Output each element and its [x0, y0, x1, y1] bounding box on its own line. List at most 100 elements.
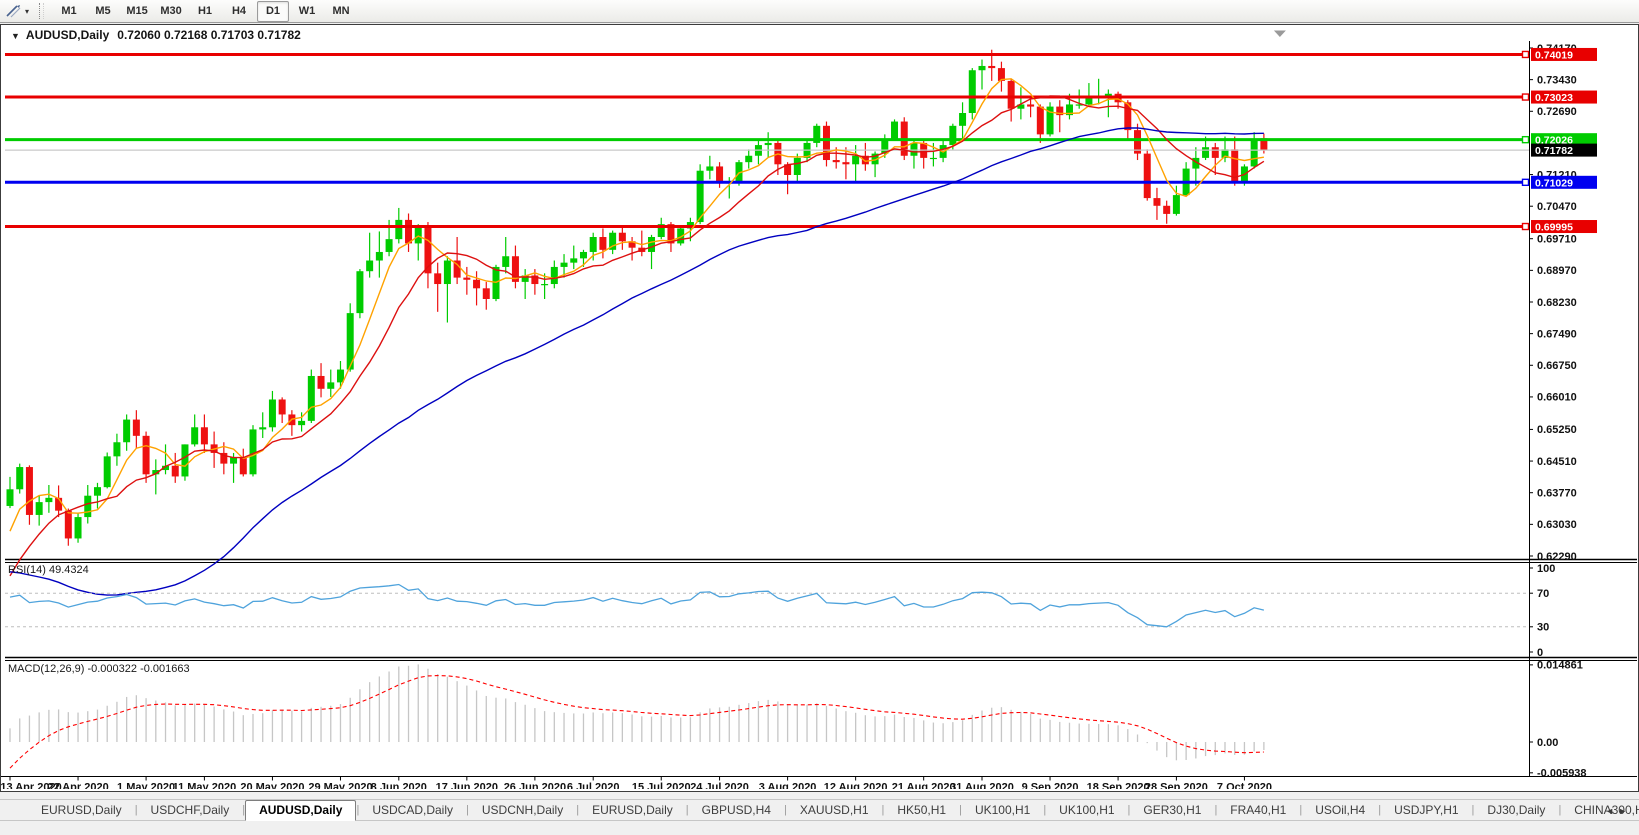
tab-separator: |	[242, 804, 246, 816]
chart-tab-usdchf-daily[interactable]: USDCHF,Daily	[150, 803, 230, 817]
timeframe-button-m30[interactable]: M30	[160, 4, 182, 17]
svg-text:0.68230: 0.68230	[1537, 297, 1577, 309]
timeframe-button-m1[interactable]: M1	[61, 4, 77, 17]
chart-tab-gbpusd-h4[interactable]: GBPUSD,H4	[701, 803, 771, 817]
chart-tab-bar: EURUSD,Daily | USDCHF,Daily | AUDUSD,Daily | U…	[0, 799, 1639, 821]
tab-separator: |	[783, 804, 787, 816]
chart-tab-fra40-h1[interactable]: FRA40,H1	[1230, 803, 1287, 817]
chart-tab-eurusd-daily[interactable]: EURUSD,Daily	[592, 803, 673, 817]
svg-text:0.014861: 0.014861	[1537, 660, 1583, 672]
tab-separator: |	[1558, 804, 1562, 816]
timeframe-button-h1[interactable]: H1	[197, 4, 213, 17]
tab-separator: |	[1378, 804, 1382, 816]
chart-tab-china300-h1[interactable]: CHINA300,H1	[1574, 803, 1639, 817]
svg-text:30: 30	[1537, 622, 1549, 634]
svg-text:0.68970: 0.68970	[1537, 265, 1577, 277]
timeframe-button-h4[interactable]: H4	[231, 4, 247, 17]
svg-text:22 Apr 2020: 22 Apr 2020	[47, 782, 108, 790]
svg-text:0.66750: 0.66750	[1537, 360, 1577, 372]
chart-tab-eurusd-daily[interactable]: EURUSD,Daily	[41, 803, 122, 817]
tab-scroll-right-icon[interactable]: ►	[1618, 806, 1631, 816]
svg-text:0.67490: 0.67490	[1537, 328, 1577, 340]
tab-scroll-left-icon[interactable]: ◄	[1605, 806, 1619, 816]
svg-text:70: 70	[1537, 588, 1549, 600]
svg-text:9 Sep 2020: 9 Sep 2020	[1022, 782, 1079, 790]
chart-tab-hk50-h1[interactable]: HK50,H1	[897, 803, 947, 817]
chart-tab-ger30-h1[interactable]: GER30,H1	[1143, 803, 1202, 817]
svg-text:7 Oct 2020: 7 Oct 2020	[1217, 782, 1272, 790]
timeframe-button-group: M1 M5 M15 M30 H1 H4 D1 W1 MN	[52, 0, 358, 22]
chart-tab-usdjpy-h1[interactable]: USDJPY,H1	[1394, 803, 1459, 817]
chart-tab-uk100-h1[interactable]: UK100,H1	[974, 803, 1031, 817]
svg-text:12 Aug 2020: 12 Aug 2020	[824, 782, 888, 790]
svg-text:29 May 2020: 29 May 2020	[308, 782, 372, 790]
chart-title-bar: ▼ AUDUSD,Daily 0.72060 0.72168 0.71703 0.7…	[11, 28, 301, 42]
timeframe-button-d1[interactable]: D1	[257, 0, 290, 22]
chart-window: ▼ AUDUSD,Daily 0.72060 0.72168 0.71703 0.7…	[0, 24, 1639, 792]
tab-separator: |	[1299, 804, 1303, 816]
collapse-arrow-icon[interactable]: ▼	[11, 31, 20, 41]
rsi-indicator-label: RSI(14) 49.4324	[8, 564, 89, 576]
chart-ohlc-values: 0.72060 0.72168 0.71703 0.71782	[117, 28, 301, 42]
svg-text:31 Aug 2020: 31 Aug 2020	[950, 782, 1014, 790]
chart-symbol-title: AUDUSD,Daily	[25, 28, 110, 42]
timeframe-button-mn[interactable]: MN	[332, 4, 350, 17]
chart-tab-audusd-daily[interactable]: AUDUSD,Daily	[245, 800, 357, 821]
svg-text:20 May 2020: 20 May 2020	[240, 782, 304, 790]
svg-text:0.69710: 0.69710	[1537, 234, 1577, 246]
svg-text:0.69995: 0.69995	[1535, 222, 1573, 234]
svg-text:0: 0	[1537, 647, 1543, 659]
draw-tool-icon[interactable]	[5, 3, 23, 19]
svg-text:0.71782: 0.71782	[1535, 145, 1573, 157]
chart-tab-dj30-daily[interactable]: DJ30,Daily	[1487, 803, 1546, 817]
svg-text:18 Sep 2020: 18 Sep 2020	[1087, 782, 1150, 790]
svg-text:0.63030: 0.63030	[1537, 519, 1577, 531]
svg-text:100: 100	[1537, 563, 1555, 575]
timeframe-button-m15[interactable]: M15	[126, 4, 148, 17]
chart-tab-usdcad-daily[interactable]: USDCAD,Daily	[372, 803, 453, 817]
chart-tab-uk100-h1[interactable]: UK100,H1	[1059, 803, 1115, 817]
top-toolbar: ▾ M1 M5 M15 M30 H1 H4 D1 W1 MN	[0, 0, 1639, 23]
tab-separator: |	[466, 804, 469, 816]
svg-text:0.74019: 0.74019	[1535, 49, 1573, 61]
tab-separator: |	[685, 804, 689, 816]
svg-text:0.71029: 0.71029	[1535, 177, 1573, 189]
svg-text:0.70470: 0.70470	[1537, 201, 1577, 213]
toolbar-grip[interactable]	[39, 3, 45, 19]
chart-tab-usdcnh-daily[interactable]: USDCNH,Daily	[481, 803, 564, 817]
svg-text:24 Jul 2020: 24 Jul 2020	[690, 782, 749, 790]
tab-separator: |	[1127, 804, 1131, 816]
svg-text:28 Sep 2020: 28 Sep 2020	[1145, 782, 1208, 790]
svg-text:11 May 2020: 11 May 2020	[173, 782, 237, 790]
svg-text:0.66010: 0.66010	[1537, 392, 1577, 404]
chart-tab-usoil-h4[interactable]: USOil,H4	[1315, 803, 1366, 817]
tab-separator: |	[576, 804, 580, 816]
tab-separator: |	[1471, 804, 1475, 816]
svg-text:3 Aug 2020: 3 Aug 2020	[759, 782, 817, 790]
svg-text:1 May 2020: 1 May 2020	[117, 782, 175, 790]
macd-indicator-label: MACD(12,26,9) -0.000322 -0.001663	[8, 663, 190, 675]
svg-text:6 Jul 2020: 6 Jul 2020	[567, 782, 620, 790]
svg-text:0.73430: 0.73430	[1537, 74, 1577, 86]
svg-text:17 Jun 2020: 17 Jun 2020	[436, 782, 498, 790]
svg-text:0.72690: 0.72690	[1537, 106, 1577, 118]
svg-text:13 Apr 2020: 13 Apr 2020	[1, 782, 62, 790]
chart-tab-xauusd-h1[interactable]: XAUUSD,H1	[799, 803, 869, 817]
svg-text:0.63770: 0.63770	[1537, 488, 1577, 500]
tool-dropdown-arrow-icon[interactable]: ▾	[25, 6, 30, 16]
price-chart-canvas[interactable]: 0.741700.734300.726900.712100.704700.697…	[1, 25, 1638, 789]
svg-text:15 Jul 2020: 15 Jul 2020	[632, 782, 691, 790]
svg-text:0.62290: 0.62290	[1537, 551, 1577, 563]
timeframe-button-w1[interactable]: W1	[298, 4, 316, 17]
svg-text:0.00: 0.00	[1537, 737, 1558, 749]
svg-text:0.73023: 0.73023	[1535, 92, 1573, 104]
timeframe-button-m5[interactable]: M5	[95, 4, 111, 17]
svg-text:26 Jun 2020: 26 Jun 2020	[504, 782, 566, 790]
svg-text:0.65250: 0.65250	[1537, 424, 1577, 436]
tab-separator: |	[1043, 804, 1047, 816]
svg-text:21 Aug 2020: 21 Aug 2020	[892, 782, 956, 790]
svg-text:0.64510: 0.64510	[1537, 456, 1577, 468]
tab-separator: |	[881, 804, 885, 816]
tab-separator: |	[356, 804, 360, 816]
svg-text:8 Jun 2020: 8 Jun 2020	[371, 782, 427, 790]
